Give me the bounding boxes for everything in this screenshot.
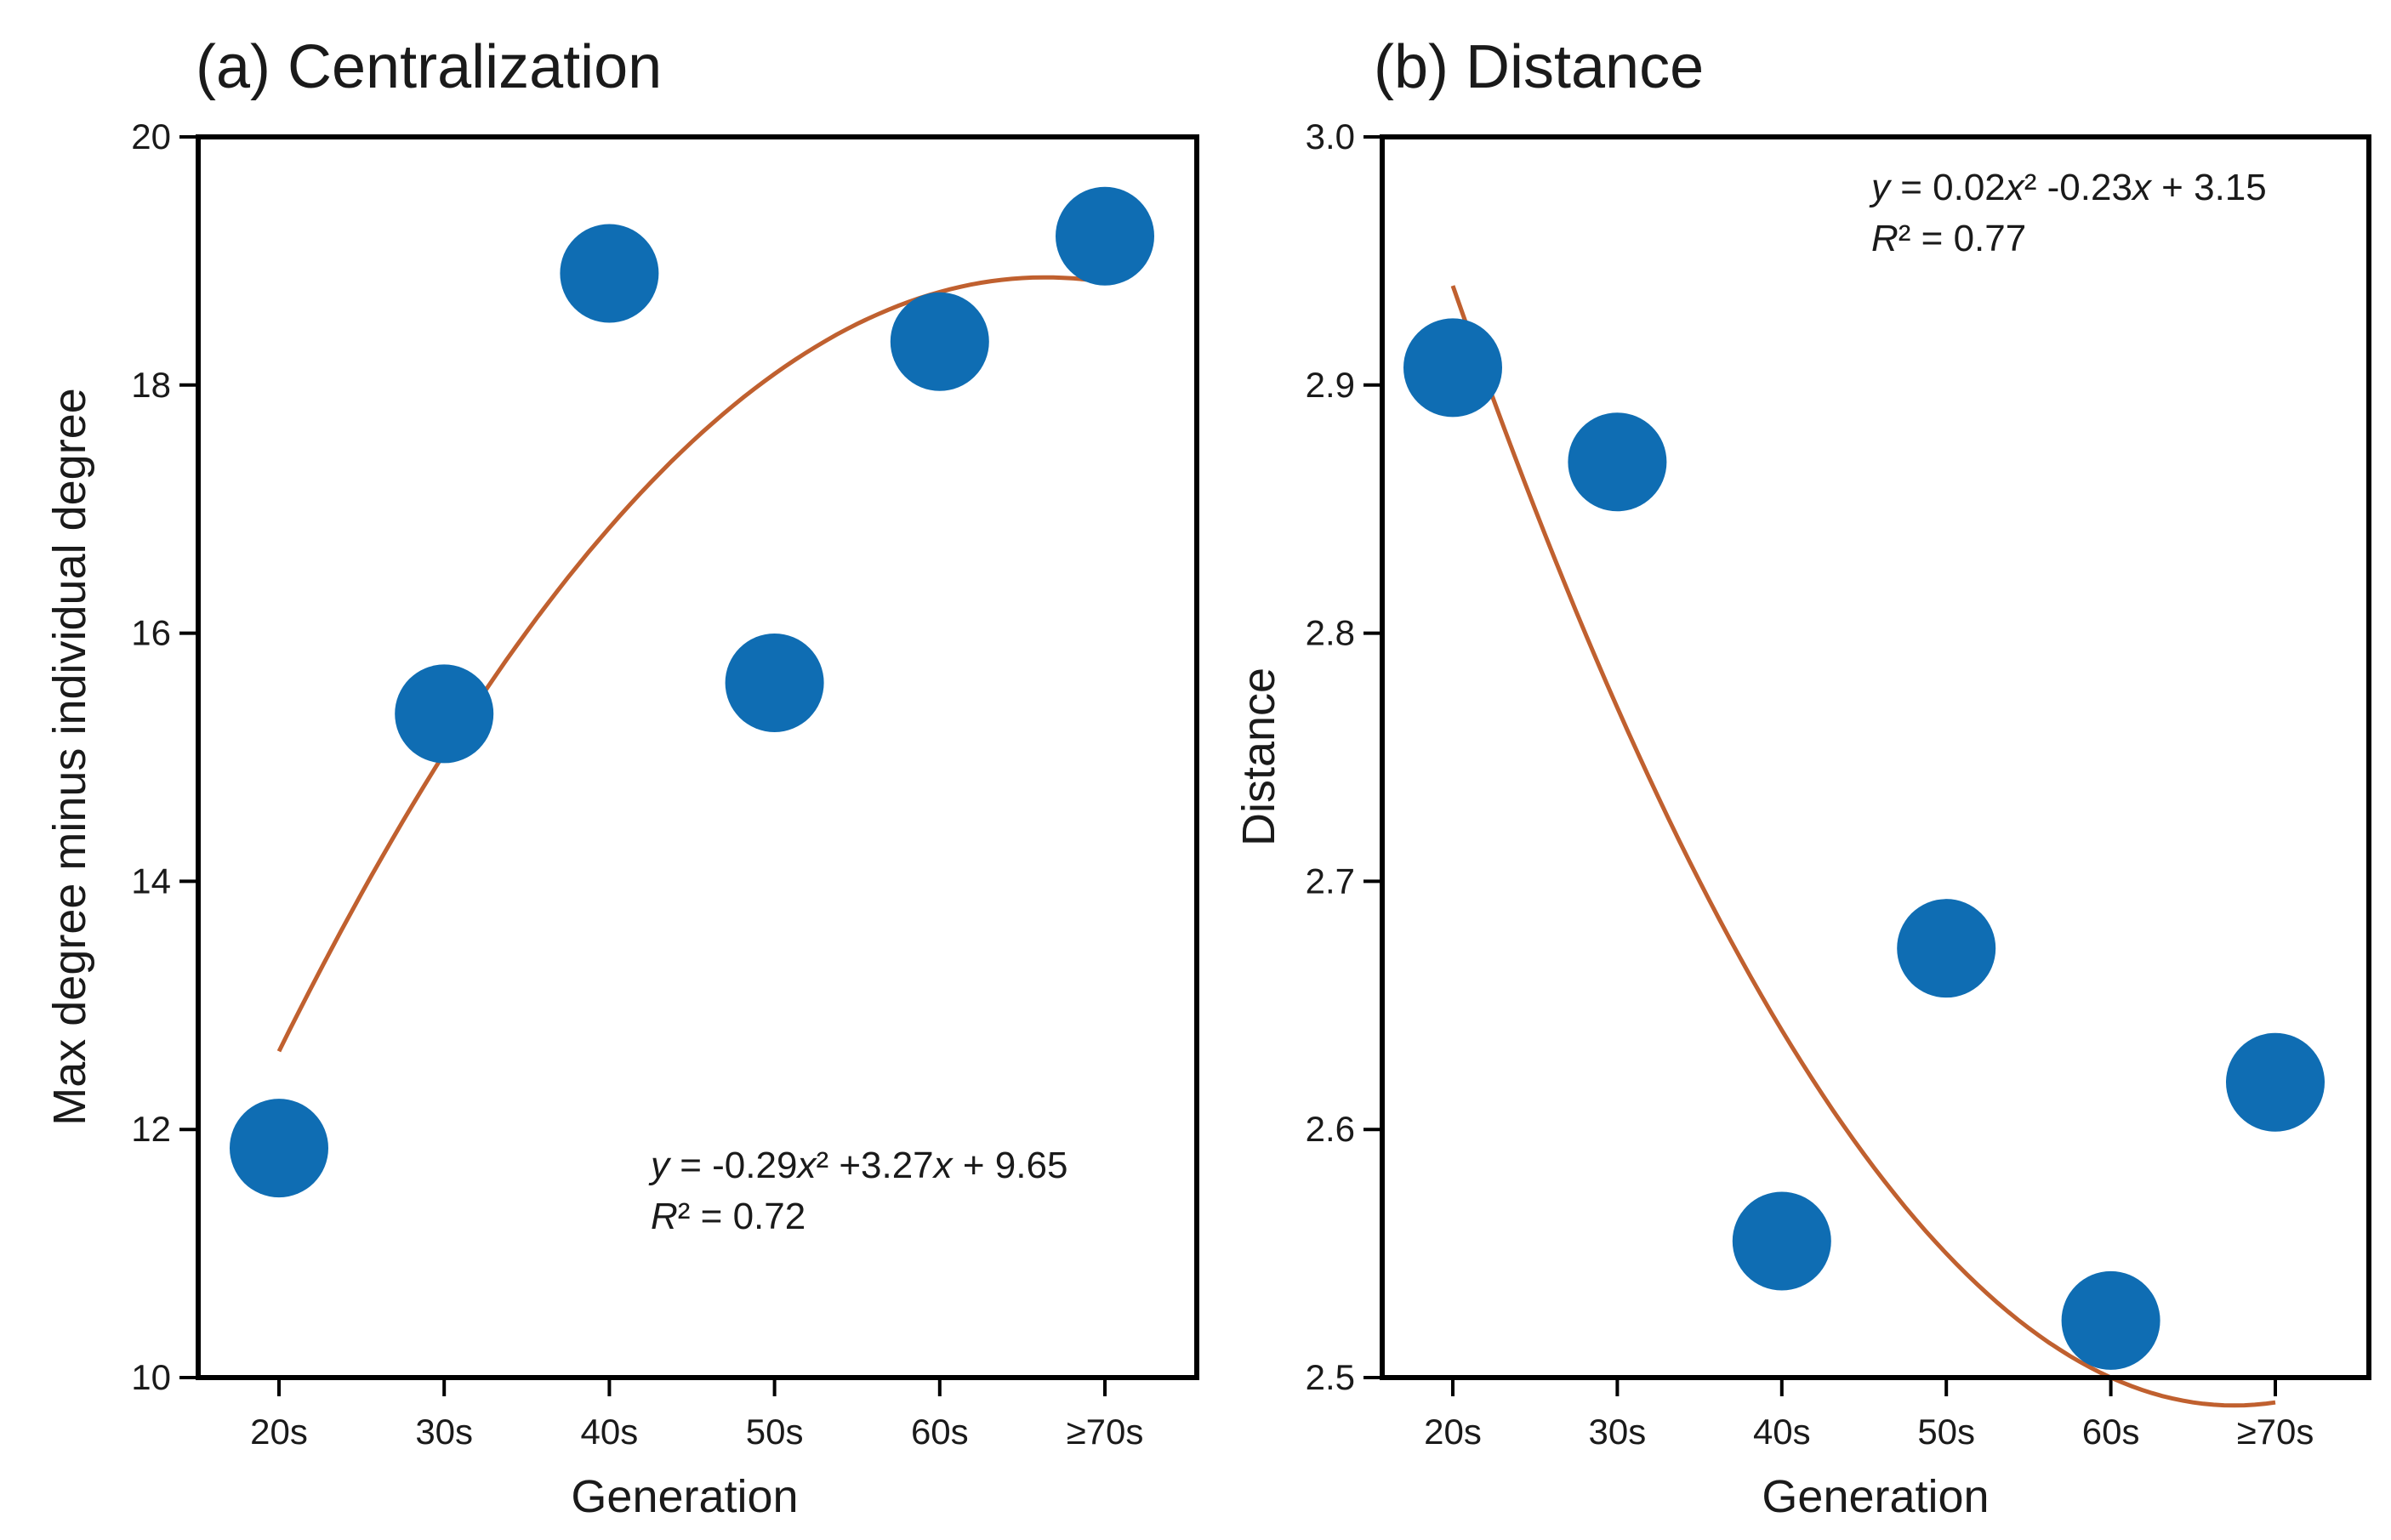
x-tick-label: 40s (1753, 1412, 1811, 1452)
x-tick-label: 60s (911, 1412, 969, 1452)
panel-a-eq-x2: x (932, 1145, 954, 1186)
panel-b-eq-c: + 3.15 (2151, 167, 2267, 208)
x-tick-label: ≥70s (1067, 1412, 1144, 1452)
panel-b-eq-x2: x (2131, 167, 2153, 208)
y-tick-label: 12 (131, 1109, 171, 1149)
x-tick-label: 30s (1589, 1412, 1647, 1452)
x-tick-label: 30s (415, 1412, 473, 1452)
panel-a-eq-x1: x (795, 1145, 817, 1186)
panel-a-r-squared: R² = 0.72 (651, 1196, 806, 1237)
panel-a-r-var: R (651, 1196, 678, 1237)
panel-a-eq-a: = -0.29 (669, 1145, 797, 1186)
panel-b-title: (b) Distance (1374, 33, 1704, 101)
panel-a-y-ticks: 10 12 14 16 18 20 (131, 116, 198, 1397)
x-tick-label: 20s (1424, 1412, 1482, 1452)
y-tick-label: 2.6 (1306, 1109, 1355, 1149)
panel-b-fit-curve (1450, 285, 2276, 1408)
panel-a: (a) Centralization 10 12 14 16 18 20 20s 30s 40… (44, 33, 1199, 1522)
panel-b-x-axis-label: Generation (1762, 1471, 1989, 1522)
panel-b-equation: y = 0.02x² -0.23x + 3.15 (1869, 167, 2267, 208)
panel-b: (b) Distance 2.5 2.6 2.7 2.8 2.9 3.0 20s 30s 40… (1233, 33, 2371, 1522)
panel-b-r-squared: R² = 0.77 (1871, 218, 2026, 259)
data-point-20s (1403, 318, 1502, 418)
panel-b-r-value: ² = 0.77 (1899, 218, 2026, 259)
x-tick-label: 50s (1917, 1412, 1975, 1452)
panel-a-eq-y: y (648, 1145, 672, 1186)
panel-a-x-ticks: 20s 30s 40s 50s 60s ≥70s (250, 1378, 1143, 1452)
data-point-30s (1568, 412, 1667, 512)
data-point-40s (560, 224, 659, 323)
panel-a-fit-curve (276, 275, 1106, 1053)
data-point-ge70s (2226, 1032, 2325, 1132)
y-tick-label: 2.8 (1306, 613, 1355, 653)
panel-b-eq-b: ² -0.23 (2024, 167, 2132, 208)
panel-b-y-ticks: 2.5 2.6 2.7 2.8 2.9 3.0 (1306, 116, 1382, 1397)
y-tick-label: 2.5 (1306, 1357, 1355, 1397)
panel-a-points (230, 186, 1154, 1198)
x-tick-label: 60s (2082, 1412, 2140, 1452)
x-tick-label: 50s (746, 1412, 804, 1452)
y-tick-label: 3.0 (1306, 116, 1355, 156)
data-point-40s (1732, 1191, 1831, 1291)
data-point-ge70s (1056, 186, 1154, 286)
panel-a-title: (a) Centralization (196, 33, 662, 101)
y-tick-label: 10 (131, 1357, 171, 1397)
data-point-30s (395, 664, 494, 764)
data-point-50s (725, 633, 824, 732)
panel-b-x-ticks: 20s 30s 40s 50s 60s ≥70s (1424, 1378, 2314, 1452)
x-tick-label: ≥70s (2237, 1412, 2314, 1452)
panel-b-y-axis-label: Distance (1233, 668, 1284, 846)
y-tick-label: 2.7 (1306, 861, 1355, 901)
panel-a-equation: y = -0.29x² +3.27x + 9.65 (648, 1145, 1067, 1186)
panel-a-x-axis-label: Generation (571, 1471, 798, 1522)
panel-a-y-axis-label: Max degree minus individual degree (44, 388, 95, 1126)
y-tick-label: 16 (131, 613, 171, 653)
panel-b-eq-a: = 0.02 (1890, 167, 2006, 208)
y-tick-label: 14 (131, 861, 171, 901)
panel-b-r-var: R (1871, 218, 1899, 259)
y-tick-label: 18 (131, 365, 171, 405)
panel-b-points (1403, 318, 2325, 1370)
panel-a-eq-b: ² +3.27 (816, 1145, 933, 1186)
panel-a-r-value: ² = 0.72 (678, 1196, 806, 1237)
panel-b-eq-y: y (1869, 167, 1893, 208)
y-tick-label: 20 (131, 116, 171, 156)
panel-b-plot-frame (1380, 134, 2371, 1380)
y-tick-label: 2.9 (1306, 365, 1355, 405)
data-point-60s (890, 292, 989, 391)
panel-a-plot-frame (196, 134, 1199, 1380)
data-point-20s (230, 1099, 328, 1198)
panel-b-eq-x1: x (2004, 167, 2026, 208)
x-tick-label: 40s (581, 1412, 639, 1452)
data-point-50s (1897, 899, 1996, 998)
x-tick-label: 20s (250, 1412, 308, 1452)
data-point-60s (2061, 1270, 2160, 1370)
panel-a-eq-c: + 9.65 (953, 1145, 1068, 1186)
